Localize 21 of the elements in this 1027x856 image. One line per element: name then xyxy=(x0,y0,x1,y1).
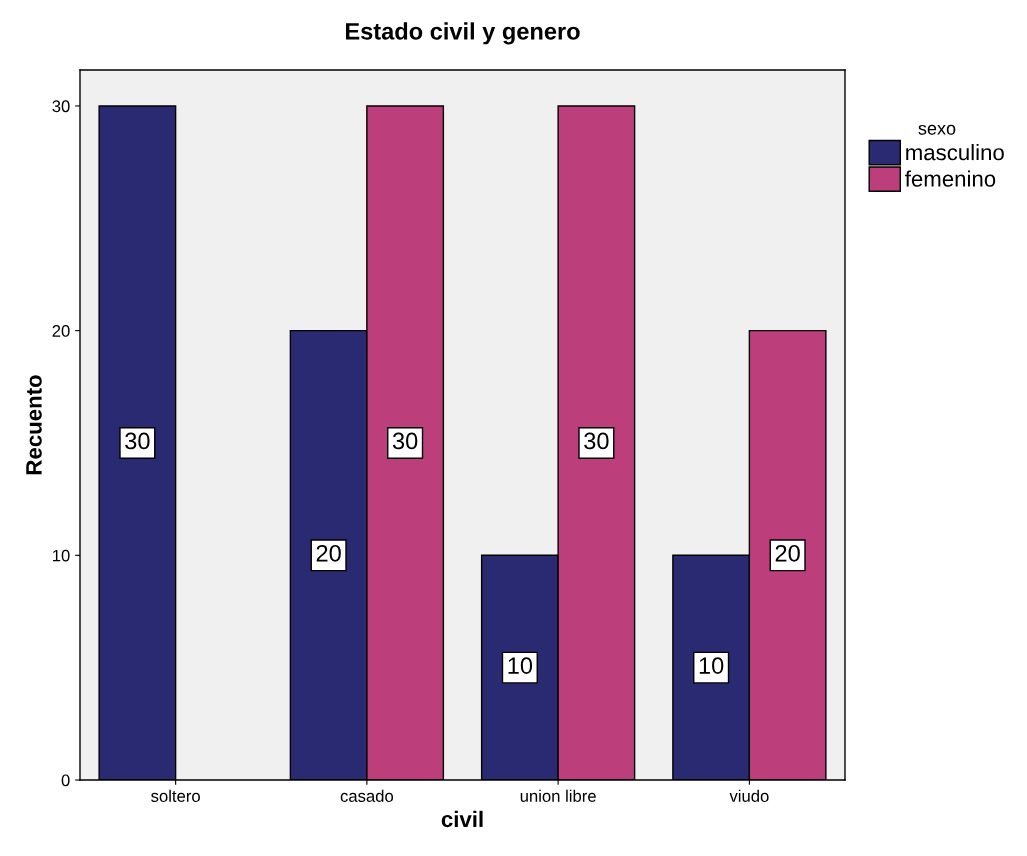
data-label: 20 xyxy=(775,544,800,562)
y-tick-label: 20 xyxy=(52,325,70,337)
data-label: 10 xyxy=(699,657,724,674)
x-tick-label: casado xyxy=(340,789,394,802)
data-label: 30 xyxy=(392,432,418,450)
data-label: 10 xyxy=(508,657,533,674)
data-label: 20 xyxy=(316,544,341,562)
chart-title: Estado civil y genero xyxy=(345,22,580,45)
data-label: 30 xyxy=(125,432,150,450)
x-tick-label: union libre xyxy=(520,789,596,802)
x-tick-label: soltero xyxy=(151,789,200,802)
data-label: 30 xyxy=(584,432,609,450)
x-axis-title: civil xyxy=(441,810,483,828)
y-tick-label: 10 xyxy=(53,549,70,562)
x-tick-label: viudo xyxy=(729,789,769,802)
y-tick-label: 30 xyxy=(52,100,70,113)
legend-label: masculino xyxy=(906,143,1004,161)
legend-title: sexo xyxy=(918,124,956,135)
y-axis-title: Recuento xyxy=(26,375,42,475)
legend-label: femenino xyxy=(905,170,996,187)
y-tick-label: 0 xyxy=(61,774,70,787)
